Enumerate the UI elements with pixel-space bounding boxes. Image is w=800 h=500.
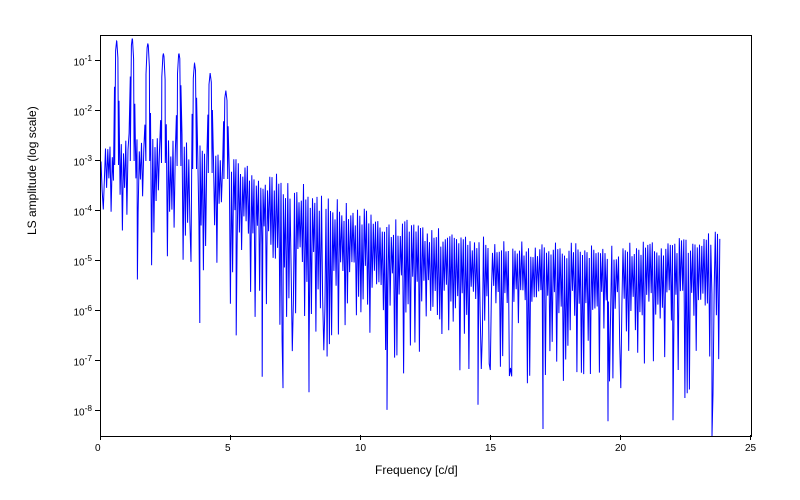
y-tick-label: 10-6: [73, 303, 92, 318]
y-axis-label: LS amplitude (log scale): [25, 106, 39, 235]
x-tick-label: 5: [225, 443, 231, 454]
x-axis-label: Frequency [c/d]: [375, 463, 458, 477]
x-tick-label: 15: [485, 443, 496, 454]
x-tick-label: 0: [95, 443, 101, 454]
x-tick-label: 25: [745, 443, 756, 454]
spectrum-line: [101, 36, 751, 436]
x-tick-label: 10: [355, 443, 366, 454]
y-tick-label: 10-4: [73, 203, 92, 218]
y-tick-label: 10-7: [73, 353, 92, 368]
y-tick-label: 10-3: [73, 153, 92, 168]
y-tick-label: 10-1: [73, 53, 92, 68]
y-tick-label: 10-5: [73, 253, 92, 268]
y-tick-label: 10-2: [73, 103, 92, 118]
y-tick-label: 10-8: [73, 403, 92, 418]
x-tick-label: 20: [615, 443, 626, 454]
periodogram-chart: Frequency [c/d] LS amplitude (log scale)…: [0, 0, 800, 500]
plot-area: [100, 35, 752, 437]
